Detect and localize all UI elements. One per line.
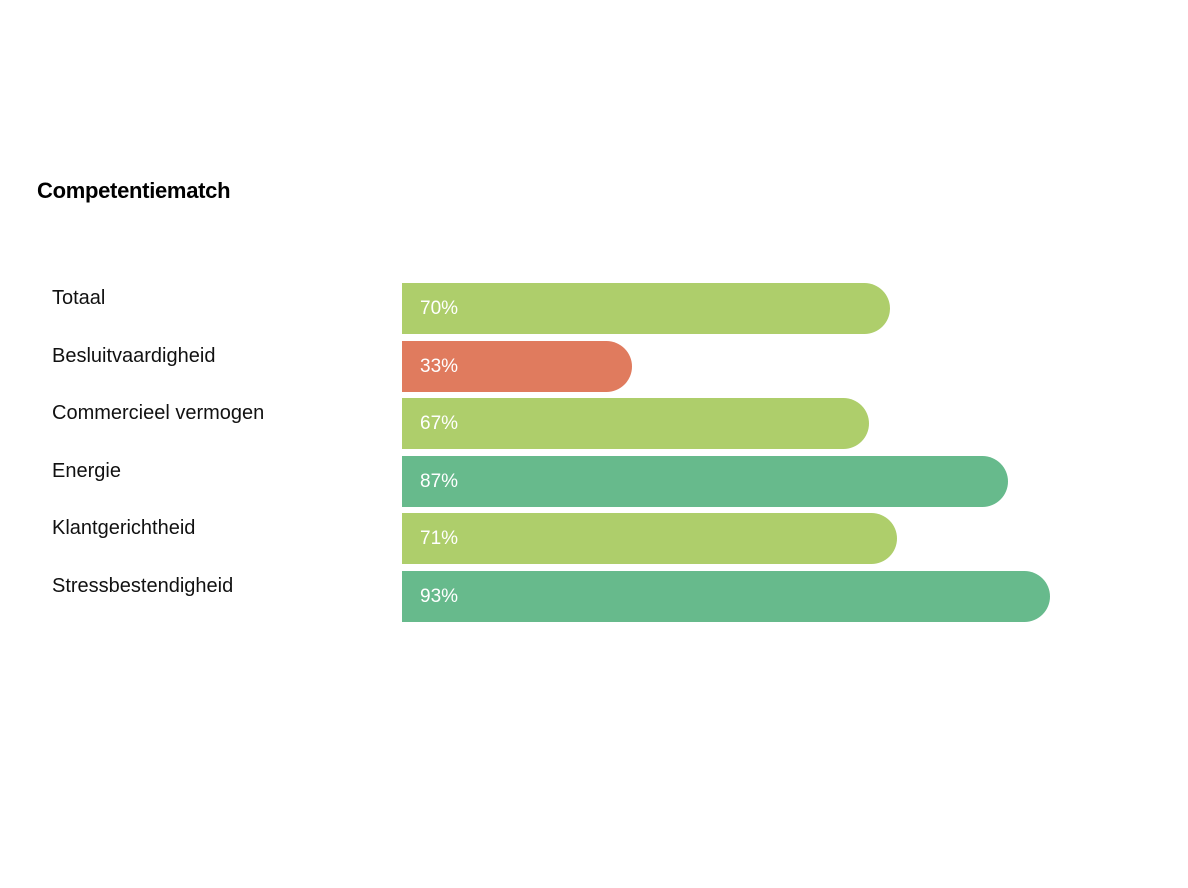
bar-energie [402, 455, 1009, 507]
value-label: 70% [420, 298, 459, 319]
category-label: Totaal [52, 287, 106, 309]
value-label: 71% [420, 528, 459, 549]
value-label: 93% [420, 585, 459, 607]
category-label: Klantgerichtheid [52, 517, 196, 539]
bar-stressbestendigheid [402, 570, 1051, 622]
category-label: Stressbestendigheid [52, 574, 234, 597]
bar-totaal [402, 283, 890, 334]
value-label: 33% [420, 355, 459, 377]
bar-commercieel-vermogen [402, 398, 869, 449]
category-label: Besluitvaardigheid [52, 344, 216, 367]
category-label: Energie [52, 459, 121, 482]
value-label: 67% [420, 413, 459, 434]
chart-title: Competentiematch [37, 178, 231, 203]
bar-besluitvaardigheid [402, 340, 632, 392]
value-label: 87% [420, 470, 459, 492]
bar-klantgerichtheid [402, 513, 897, 564]
category-label: Commercieel vermogen [52, 402, 265, 424]
